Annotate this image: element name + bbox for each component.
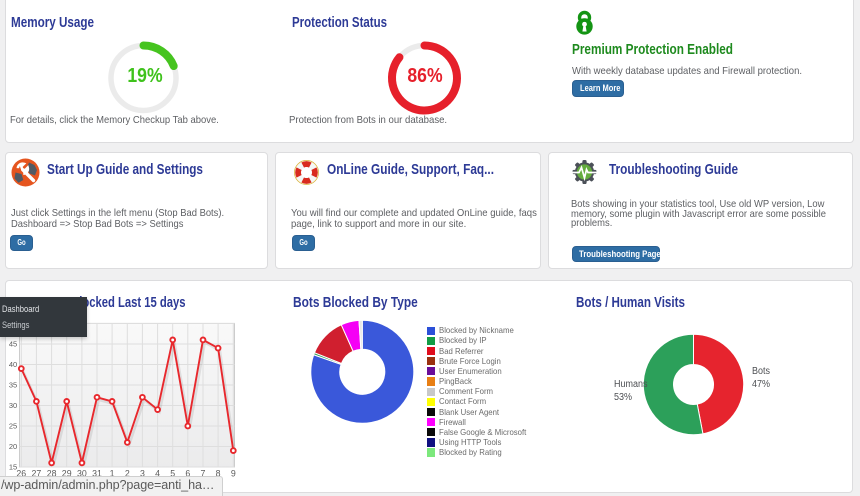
svg-text:31: 31	[92, 468, 102, 478]
svg-text:28: 28	[47, 468, 57, 478]
svg-text:4: 4	[155, 468, 160, 478]
svg-text:2: 2	[125, 468, 130, 478]
svg-text:30: 30	[77, 468, 87, 478]
svg-text:26: 26	[16, 468, 26, 478]
svg-text:40: 40	[9, 360, 17, 369]
svg-text:8: 8	[216, 468, 221, 478]
svg-text:35: 35	[9, 381, 17, 390]
svg-text:45: 45	[9, 340, 17, 349]
svg-text:3: 3	[140, 468, 145, 478]
svg-text:20: 20	[9, 442, 17, 451]
svg-text:27: 27	[32, 468, 42, 478]
svg-text:1: 1	[110, 468, 115, 478]
svg-text:6: 6	[185, 468, 190, 478]
svg-text:25: 25	[9, 422, 17, 431]
svg-text:9: 9	[231, 468, 236, 478]
svg-text:30: 30	[9, 401, 17, 410]
svg-text:5: 5	[170, 468, 175, 478]
svg-text:15: 15	[9, 463, 17, 472]
svg-text:29: 29	[62, 468, 72, 478]
svg-text:7: 7	[201, 468, 206, 478]
